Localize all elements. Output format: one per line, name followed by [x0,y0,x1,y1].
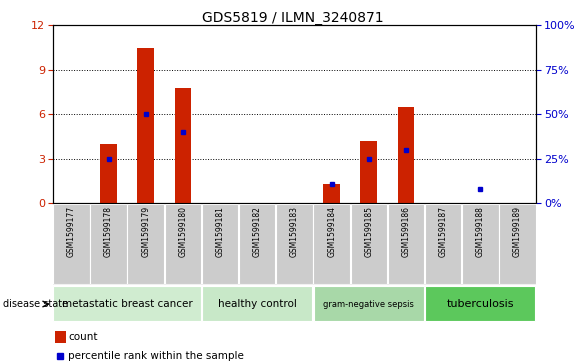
FancyBboxPatch shape [53,204,90,284]
FancyBboxPatch shape [314,286,424,321]
Bar [175,87,191,203]
Text: healthy control: healthy control [218,299,297,309]
FancyBboxPatch shape [350,204,387,284]
Text: percentile rank within the sample: percentile rank within the sample [68,351,244,362]
Text: GSM1599181: GSM1599181 [216,206,224,257]
Bar [323,184,340,203]
Bar [100,144,117,203]
FancyBboxPatch shape [388,204,424,284]
FancyBboxPatch shape [165,204,201,284]
Text: GDS5819 / ILMN_3240871: GDS5819 / ILMN_3240871 [202,11,384,25]
Text: tuberculosis: tuberculosis [447,299,514,309]
Text: gram-negative sepsis: gram-negative sepsis [323,299,414,309]
FancyBboxPatch shape [53,286,201,321]
FancyBboxPatch shape [202,286,312,321]
Text: GSM1599182: GSM1599182 [253,206,262,257]
Bar [398,107,414,203]
Text: GSM1599177: GSM1599177 [67,206,76,257]
Text: disease state: disease state [3,299,68,309]
Text: GSM1599184: GSM1599184 [327,206,336,257]
Bar [55,331,66,343]
FancyBboxPatch shape [425,204,461,284]
FancyBboxPatch shape [202,204,239,284]
Bar [137,48,154,203]
Text: GSM1599183: GSM1599183 [290,206,299,257]
Text: GSM1599185: GSM1599185 [364,206,373,257]
Text: GSM1599178: GSM1599178 [104,206,113,257]
Text: metastatic breast cancer: metastatic breast cancer [62,299,192,309]
Text: count: count [68,332,98,342]
FancyBboxPatch shape [239,204,275,284]
FancyBboxPatch shape [128,204,164,284]
Text: GSM1599187: GSM1599187 [439,206,448,257]
FancyBboxPatch shape [276,204,313,284]
Text: GSM1599189: GSM1599189 [513,206,522,257]
Text: GSM1599188: GSM1599188 [476,206,485,257]
FancyBboxPatch shape [499,204,536,284]
FancyBboxPatch shape [90,204,127,284]
Text: GSM1599179: GSM1599179 [141,206,150,257]
Text: GSM1599186: GSM1599186 [401,206,411,257]
FancyBboxPatch shape [425,286,536,321]
Text: GSM1599180: GSM1599180 [178,206,188,257]
Bar [360,141,377,203]
FancyBboxPatch shape [462,204,499,284]
FancyBboxPatch shape [314,204,350,284]
